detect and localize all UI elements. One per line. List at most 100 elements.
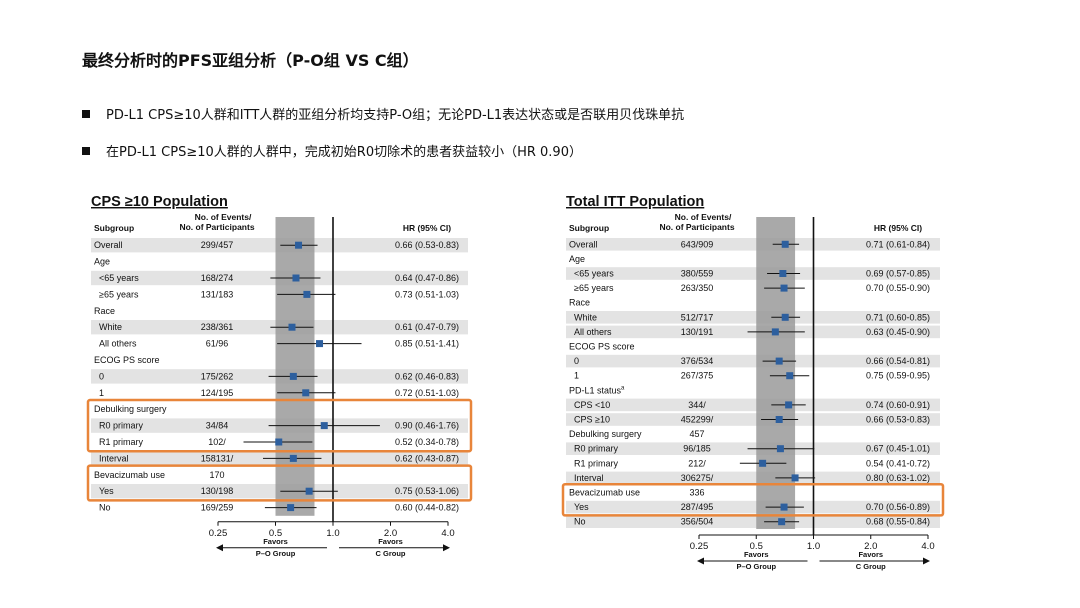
row-band [566, 311, 940, 324]
row-hr-text: 0.71 (0.61-0.84) [866, 239, 930, 249]
row-hr-text: 0.64 (0.47-0.86) [395, 273, 459, 283]
row-hr-text: 0.66 (0.53-0.83) [866, 415, 930, 425]
hr-marker [771, 328, 779, 336]
row-hr-text: 0.68 (0.55-0.84) [866, 517, 930, 527]
col-header-events-line1: No. of Events/ [195, 212, 252, 222]
row-label: R0 primary [574, 444, 619, 454]
row-events: 212/ [688, 458, 706, 468]
x-axis-tick-label: 0.25 [690, 541, 709, 552]
hr-marker [316, 340, 324, 348]
row-label: Debulking surgery [94, 404, 167, 414]
row-label: Race [569, 298, 590, 308]
row-label: White [574, 312, 597, 322]
row-events: 457 [689, 429, 704, 439]
row-label: Age [569, 254, 585, 264]
row-label: Age [94, 257, 110, 267]
row-band [566, 398, 940, 412]
col-header-events-line2: No. of Participants [659, 222, 734, 232]
hr-marker [776, 445, 784, 453]
x-axis-tick-label: 4.0 [441, 528, 454, 539]
row-label: R1 primary [99, 437, 144, 447]
row-label: ≥65 years [99, 289, 139, 299]
hr-marker [289, 372, 297, 380]
row-label: Bevacizumab use [569, 488, 640, 498]
row-label: Overall [94, 240, 123, 250]
row-label: Race [94, 306, 115, 316]
hr-marker [779, 270, 787, 277]
row-label: R0 primary [99, 421, 144, 431]
row-label: <65 years [99, 273, 139, 283]
hr-marker [288, 323, 296, 331]
hr-marker [791, 474, 799, 482]
arrow-left-icon [216, 544, 223, 552]
row-hr-text: 0.70 (0.56-0.89) [866, 502, 930, 512]
hr-marker [287, 504, 295, 512]
row-hr-text: 0.62 (0.43-0.87) [395, 453, 459, 463]
favors-left-group: P–O Group [736, 562, 776, 571]
row-label: <65 years [574, 269, 614, 279]
col-header-hr: HR (95% CI) [874, 223, 922, 233]
row-events: 267/375 [681, 371, 714, 381]
x-axis-tick-label: 1.0 [326, 528, 339, 539]
row-label: Yes [99, 486, 114, 496]
favors-right-label: Favors [378, 537, 403, 546]
row-hr-text: 0.66 (0.53-0.83) [395, 240, 459, 250]
row-events: 238/361 [201, 322, 234, 332]
row-hr-text: 0.70 (0.55-0.90) [866, 283, 930, 293]
row-hr-text: 0.74 (0.60-0.91) [866, 400, 930, 410]
row-label: R1 primary [574, 458, 619, 468]
col-header-subgroup: Subgroup [94, 223, 134, 233]
row-events: 356/504 [681, 517, 714, 527]
row-label: White [99, 322, 122, 332]
row-hr-text: 0.72 (0.51-1.03) [395, 388, 459, 398]
row-hr-text: 0.69 (0.57-0.85) [866, 269, 930, 279]
row-hr-text: 0.66 (0.54-0.81) [866, 356, 930, 366]
row-events: 130/191 [681, 327, 714, 337]
hr-marker [292, 274, 300, 282]
row-label: All others [99, 339, 137, 349]
row-hr-text: 0.90 (0.46-1.76) [395, 421, 459, 431]
row-label: All others [574, 327, 612, 337]
x-axis-tick-label: 0.5 [750, 541, 763, 552]
hr-marker [785, 401, 793, 409]
row-events: 643/909 [681, 239, 714, 249]
row-hr-text: 0.54 (0.41-0.72) [866, 458, 930, 468]
row-events: 102/ [208, 437, 226, 447]
hr-marker [781, 240, 789, 248]
row-label: 0 [99, 371, 104, 381]
row-label: CPS ≥10 [574, 415, 610, 425]
col-header-hr: HR (95% CI) [403, 223, 451, 233]
bullet-1: PD-L1 CPS≥10人群和ITT人群的亚组分析均支持P-O组；无论PD-L1… [82, 104, 684, 123]
row-events: 287/495 [681, 502, 714, 512]
row-events: 168/274 [201, 273, 234, 283]
row-label: No [99, 503, 111, 513]
favors-right-label: Favors [858, 550, 883, 559]
hr-marker [780, 284, 788, 292]
highlight-box [86, 398, 473, 453]
row-events: 34/84 [206, 421, 229, 431]
hr-marker [295, 241, 303, 249]
bullet-2: 在PD-L1 CPS≥10人群的人群中，完成初始R0切除术的患者获益较小（HR … [82, 141, 582, 160]
row-band [566, 413, 940, 426]
row-label: CPS <10 [574, 400, 610, 410]
row-label: 1 [99, 388, 104, 398]
row-hr-text: 0.73 (0.51-1.03) [395, 289, 459, 299]
row-events: 376/534 [681, 356, 714, 366]
row-events: 130/198 [201, 486, 234, 496]
hr-marker [781, 313, 789, 321]
col-header-events-line2: No. of Participants [179, 222, 254, 232]
favors-right-group: C Group [376, 549, 406, 558]
row-hr-text: 0.75 (0.53-1.06) [395, 486, 459, 496]
row-events: 452299/ [681, 415, 714, 425]
row-events: 175/262 [201, 371, 234, 381]
row-events: 512/717 [681, 312, 714, 322]
row-events: 61/96 [206, 339, 229, 349]
hr-marker [775, 357, 783, 365]
row-band [566, 354, 940, 368]
row-label-superscript: a [621, 385, 625, 391]
row-events: 124/195 [201, 388, 234, 398]
row-label: PD-L1 statusa [569, 385, 625, 395]
col-header-subgroup: Subgroup [569, 223, 609, 233]
